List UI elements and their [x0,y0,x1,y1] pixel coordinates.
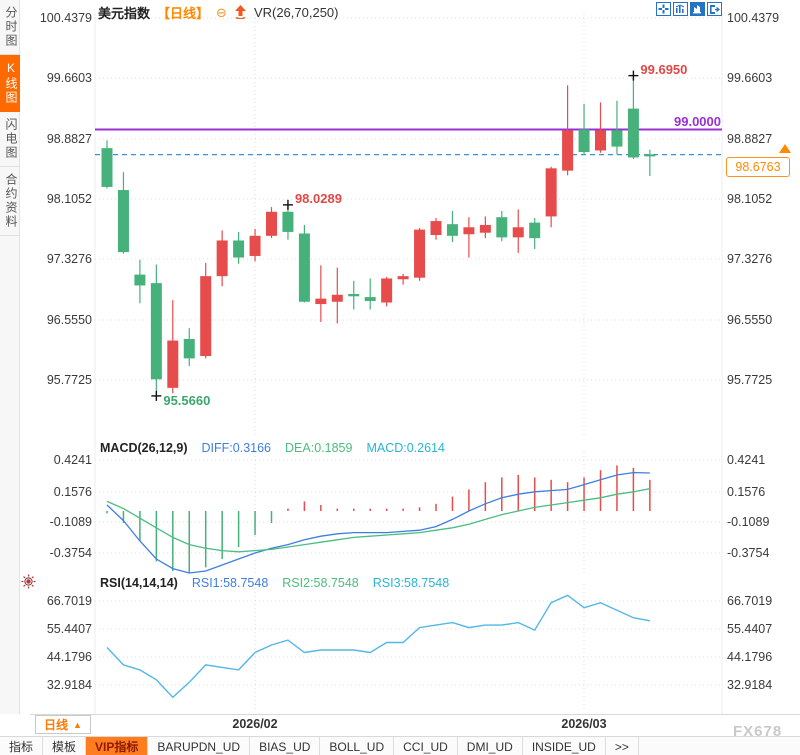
sidebar-tab-闪电图[interactable]: 闪电图 [0,112,20,167]
macd-axis-label-left: -0.3754 [49,546,92,560]
up-arrow-icon[interactable] [234,5,247,19]
toolbar-item->>[interactable]: >> [606,737,639,755]
rsi-axis-label-right: 55.4407 [727,622,773,636]
macd-header-legend-2: MACD:0.2614 [366,441,445,455]
current-price-badge: 98.6763 [726,157,790,177]
period-label: 【日线】 [157,5,210,21]
toolbar-item-模板[interactable]: 模板 [43,737,87,755]
axis-divider [30,714,800,715]
price-axis-label-left: 95.7725 [46,373,92,387]
macd-axis-label-right: 0.1576 [727,485,766,499]
price-axis-label-left: 98.8827 [46,132,92,146]
macd-header-legend-0: DIFF:0.3166 [201,441,272,455]
toolbar-item-BARUPDN_UD[interactable]: BARUPDN_UD [148,737,251,755]
price-axis-label-right: 98.1052 [727,192,773,206]
rsi-axis-label-left: 55.4407 [46,622,92,636]
toolbar-item-INSIDE_UD[interactable]: INSIDE_UD [523,737,606,755]
sidebar-tab-合约资料[interactable]: 合约资料 [0,167,20,236]
sidebar-tab-K线图[interactable]: K线图 [0,55,20,112]
rsi-header-legend-1: RSI2:58.7548 [282,576,359,590]
chart-style-icon[interactable] [690,2,705,16]
price-axis-label-right: 96.5550 [727,313,773,327]
rsi-axis-label-right: 32.9184 [727,678,773,692]
left-tab-strip: 分时图 K线图 闪电图 合约资料 [0,0,20,714]
macd-axis-label-right: 0.4241 [727,453,766,467]
price-axis-label-left: 97.3276 [46,252,92,266]
price-axis-label-right: 95.7725 [727,373,773,387]
rsi-axis-label-right: 44.1796 [727,650,773,664]
rsi-axis-label-left: 66.7019 [46,594,92,608]
rsi-axis-label-left: 32.9184 [46,678,92,692]
price-annotation: 95.5660 [163,392,211,408]
toolbar-item-CCI_UD[interactable]: CCI_UD [394,737,458,755]
rsi-axis-label-left: 44.1796 [46,650,92,664]
xaxis-date-label: 2026/02 [232,717,278,731]
rsi-header-legend-0: RSI1:58.7548 [191,576,269,590]
chevron-up-icon: ▲ [73,719,82,730]
macd-axis-label-right: -0.3754 [727,546,770,560]
price-axis-label-left: 99.6603 [46,71,92,85]
watermark: FX678 [733,723,783,740]
latest-price-arrow-icon[interactable] [779,144,791,153]
toolbar-item-指标[interactable]: 指标 [0,737,44,755]
chart-header: 美元指数 【日线】 ⊖ VR(26,70,250) [98,3,339,21]
price-axis-label-right: 98.8827 [727,132,773,146]
price-axis-label-left: 96.5550 [46,313,92,327]
rsi-axis-label-right: 66.7019 [727,594,773,608]
toolbar-item-DMI_UD[interactable]: DMI_UD [458,737,523,755]
macd-header: MACD(26,12,9) DIFF:0.3166 DEA:0.1859 MACD:0… [100,441,445,455]
price-axis-label-right: 97.3276 [727,252,773,266]
price-axis-label-right: 99.6603 [727,71,773,85]
macd-header-title[interactable]: MACD(26,12,9) [100,441,188,455]
rsi-header-legend-2: RSI3:58.7548 [372,576,450,590]
price-annotation: 99.6950 [640,61,688,77]
crosshair-icon[interactable] [656,2,671,16]
price-axis-label-right: 100.4379 [727,11,780,25]
price-axis-label-left: 100.4379 [39,11,92,25]
symbol-title: 美元指数 [98,5,151,21]
exit-icon[interactable] [707,2,722,16]
toolbar-item-BOLL_UD[interactable]: BOLL_UD [320,737,395,755]
indicator-window-icon[interactable] [673,2,688,16]
period-dropdown-button[interactable]: 日线 ▲ [35,715,91,734]
sidebar-tab-分时图[interactable]: 分时图 [0,0,20,55]
macd-axis-label-left: 0.1576 [53,485,92,499]
chart-toolbar-icons [656,2,722,16]
overlay-indicator-label[interactable]: VR(26,70,250) [253,4,339,20]
rsi-header: RSI(14,14,14) RSI1:58.7548 RSI2:58.7548 RSI… [100,576,449,590]
toolbar-item-VIP指标[interactable]: VIP指标 [86,737,149,755]
collapse-indicator-icon[interactable]: ⊖ [216,4,227,20]
xaxis-date-label: 2026/03 [561,717,607,731]
price-annotation: 98.0289 [294,190,342,206]
macd-axis-label-right: -0.1089 [727,515,770,529]
rsi-header-title[interactable]: RSI(14,14,14) [100,576,178,590]
alert-line-label: 99.0000 [674,114,721,129]
indicator-toolbar: 指标 模板 VIP指标 BARUPDN_UD BIAS_UD BOLL_UD CCI_UD D… [0,736,800,755]
price-axis-label-left: 98.1052 [46,192,92,206]
indicator-alert-icon[interactable] [21,574,36,589]
macd-axis-label-left: 0.4241 [53,453,92,467]
period-dropdown-label: 日线 [44,718,69,732]
toolbar-item-BIAS_UD[interactable]: BIAS_UD [250,737,321,755]
macd-header-legend-1: DEA:0.1859 [285,441,353,455]
macd-axis-label-left: -0.1089 [49,515,92,529]
